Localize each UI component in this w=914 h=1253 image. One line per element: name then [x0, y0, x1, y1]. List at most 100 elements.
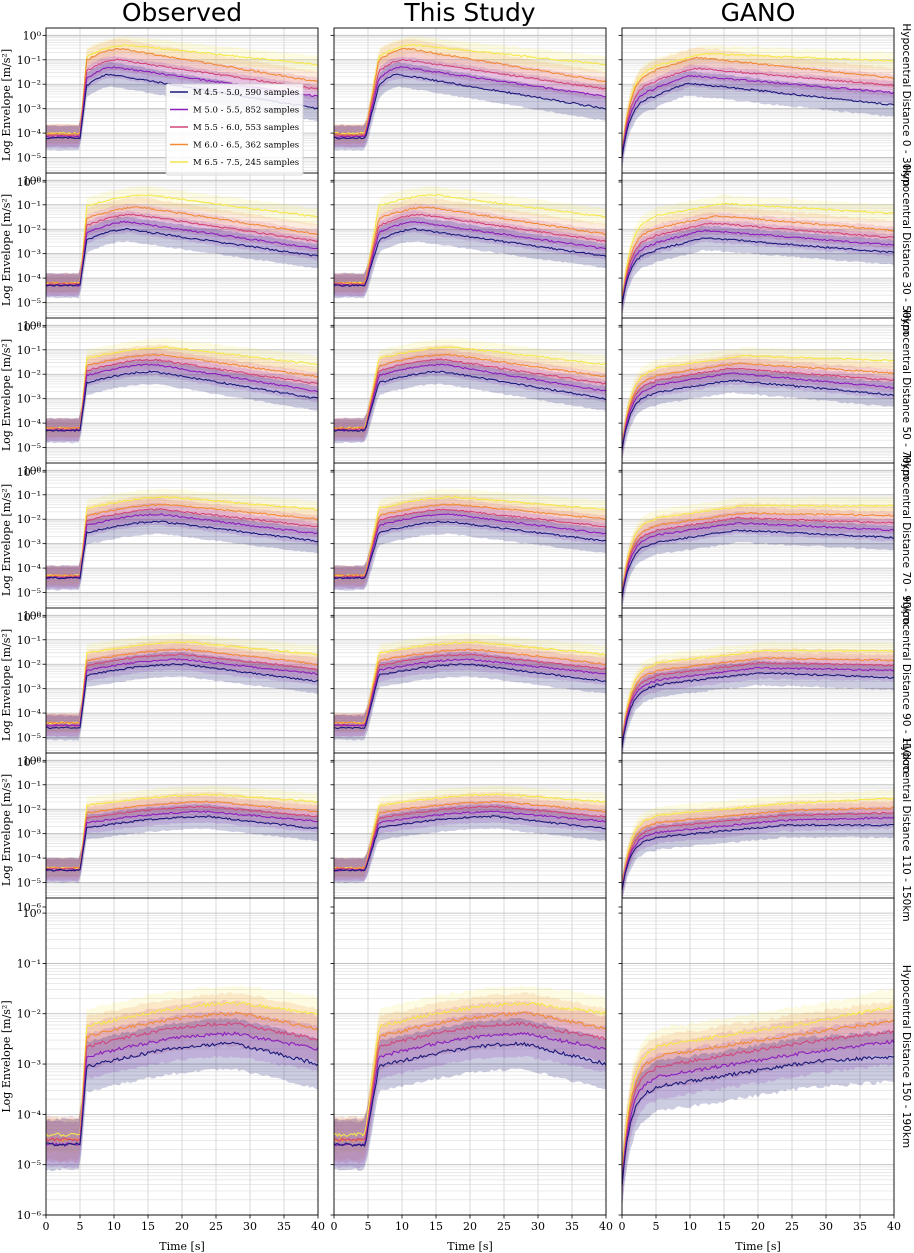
series-line-4	[46, 800, 318, 870]
series-line-1	[46, 1041, 318, 1147]
legend-label-3: M 5.5 - 6.0, 553 samples	[193, 123, 299, 133]
panel-r7-c2: 0 5 10 15 20 25 30 35 40 Time [s]	[330, 897, 613, 1253]
y-tick-label: 10⁻⁴	[17, 707, 42, 720]
series-line-3	[334, 805, 606, 871]
series-line-4	[46, 353, 318, 430]
series-band-2	[46, 55, 318, 149]
y-tick-label: 10⁻³	[17, 103, 41, 116]
series-band-1	[622, 71, 894, 170]
series-band-5	[46, 36, 318, 143]
series-line-1	[622, 379, 894, 451]
y-tick-label: 10⁻⁶	[17, 1209, 42, 1222]
y-tick-label: 10⁻²	[17, 803, 41, 816]
series-band-1	[334, 509, 606, 591]
series-line-1	[334, 815, 606, 872]
series-band-1	[334, 61, 606, 151]
x-tick-label: 25	[209, 1220, 223, 1233]
series-band-1	[334, 651, 606, 741]
series-line-4	[334, 648, 606, 725]
series-line-4	[334, 1011, 606, 1143]
series-band-5	[622, 44, 894, 161]
series-line-2	[622, 816, 894, 890]
series-line-4	[46, 206, 318, 285]
series-band-4	[622, 502, 894, 606]
y-tick-label: 10⁻⁶	[17, 466, 42, 479]
y-tick-label: 10⁻³	[17, 393, 41, 406]
y-tick-label: 10⁻⁵	[17, 877, 41, 890]
x-tick-label: 0	[43, 1220, 50, 1233]
series-group	[622, 44, 894, 170]
y-tick-label: 10⁻⁵	[17, 587, 41, 600]
series-group	[46, 488, 318, 591]
series-line-2	[334, 1031, 606, 1147]
y-tick-label: 10⁻⁶	[17, 901, 42, 914]
y-tick-label: 10⁻⁵	[17, 1159, 41, 1172]
series-band-1	[46, 803, 318, 884]
series-line-2	[334, 658, 606, 727]
x-tick-label: 15	[717, 1220, 731, 1233]
y-tick-label: 10⁻³	[17, 683, 41, 696]
series-line-2	[622, 372, 894, 450]
series-line-4	[334, 353, 606, 430]
series-band-5	[334, 985, 606, 1154]
y-tick-label: 10⁻⁴	[17, 127, 42, 140]
series-band-3	[46, 497, 318, 589]
series-band-5	[334, 35, 606, 143]
x-tick-label: 40	[311, 1220, 325, 1233]
series-group	[622, 641, 894, 761]
y-tick-label: 10⁰	[23, 464, 42, 477]
panel-r3-c1: 10⁻⁶ 10⁻⁵ 10⁻⁴ 10⁻³ 10⁻² 10⁻¹ 10⁰ Log Envelope …	[0, 317, 319, 479]
series-band-2	[622, 218, 894, 316]
y-tick-label: 10⁻²	[17, 368, 41, 381]
y-tick-label: 10⁻¹	[17, 957, 41, 970]
series-line-2	[622, 74, 894, 156]
row-label: Hypocentral Distance 30 - 50km	[900, 165, 912, 335]
series-line-2	[334, 810, 606, 872]
x-tick-label: 0	[619, 1220, 626, 1233]
x-axis-label: Time [s]	[735, 1240, 781, 1253]
series-line-5	[46, 793, 318, 870]
panel-r6-c3: Hypocentral Distance 110 - 150km	[618, 738, 912, 922]
series-line-2	[46, 1031, 318, 1148]
series-band-1	[46, 1017, 318, 1172]
column-title: GANO	[721, 0, 796, 27]
series-band-4	[334, 197, 606, 294]
series-band-1	[334, 217, 606, 299]
series-band-1	[46, 61, 318, 151]
series-band-2	[334, 353, 606, 443]
series-band-5	[622, 789, 894, 897]
series-line-4	[622, 512, 894, 595]
series-group	[622, 346, 894, 463]
series-band-4	[622, 1000, 894, 1202]
series-line-1	[622, 823, 894, 891]
legend-label-4: M 6.0 - 6.5, 362 samples	[193, 141, 299, 151]
series-band-5	[334, 633, 606, 733]
series-line-3	[46, 1021, 318, 1143]
legend-label-5: M 6.5 - 7.5, 245 samples	[193, 158, 299, 168]
series-line-3	[46, 508, 318, 578]
panel-r2-c3: Hypocentral Distance 30 - 50km	[618, 165, 912, 335]
series-band-3	[334, 48, 606, 148]
legend-box	[165, 83, 304, 176]
series-line-5	[622, 504, 894, 596]
series-band-1	[334, 803, 606, 884]
series-band-4	[334, 344, 606, 439]
series-line-2	[334, 512, 606, 580]
y-tick-label: 10⁻⁴	[17, 852, 42, 865]
series-band-5	[622, 987, 894, 1191]
x-tick-label: 15	[429, 1220, 443, 1233]
x-tick-label: 5	[77, 1220, 84, 1233]
y-tick-label: 10⁰	[23, 174, 42, 187]
series-line-5	[622, 354, 894, 448]
y-tick-label: 10⁻⁶	[17, 756, 42, 769]
series-line-4	[334, 47, 606, 136]
y-tick-label: 10⁻²	[17, 223, 41, 236]
series-line-1	[622, 529, 894, 598]
column-title: This Study	[403, 0, 535, 27]
panel-r2-c1: 10⁻⁶ 10⁻⁵ 10⁻⁴ 10⁻³ 10⁻² 10⁻¹ 10⁰ Log Envelope …	[0, 172, 319, 334]
series-group	[622, 789, 894, 903]
series-band-4	[334, 992, 606, 1161]
series-line-3	[46, 358, 318, 431]
y-tick-label: 10⁰	[23, 29, 42, 42]
series-band-5	[622, 346, 894, 457]
